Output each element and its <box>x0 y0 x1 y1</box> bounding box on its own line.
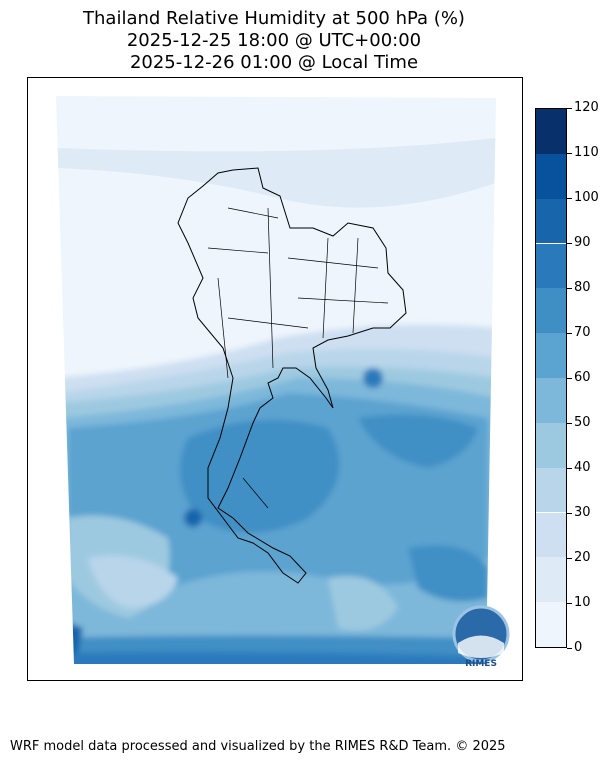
colorbar-band <box>536 243 566 289</box>
colorbar-band <box>536 602 566 647</box>
colorbar-tick-label: 50 <box>574 415 591 430</box>
colorbar-tick <box>567 197 572 199</box>
colorbar-tick-label: 10 <box>574 595 591 610</box>
colorbar-tick-label: 110 <box>574 145 599 160</box>
colorbar-tick-label: 30 <box>574 505 591 520</box>
colorbar-band <box>536 467 566 513</box>
colorbar-tick-label: 60 <box>574 370 591 385</box>
colorbar-band <box>536 557 566 603</box>
humidity-map: RIMES <box>27 77 523 681</box>
colorbar-band <box>536 422 566 468</box>
colorbar-band <box>536 512 566 558</box>
colorbar-tick <box>567 242 572 244</box>
title-line-2: 2025-12-25 18:00 @ UTC+00:00 <box>126 30 422 51</box>
colorbar-band <box>536 378 566 423</box>
colorbar-tick <box>567 467 572 469</box>
colorbar-tick <box>567 647 572 649</box>
colorbar-tick <box>567 422 572 424</box>
colorbar-tick <box>567 287 572 289</box>
footer-credit: WRF model data processed and visualized … <box>10 739 506 754</box>
colorbar-tick-label: 100 <box>574 190 599 205</box>
title-line-3: 2025-12-26 01:00 @ Local Time <box>129 52 419 73</box>
colorbar <box>535 108 567 648</box>
colorbar-tick <box>567 107 572 109</box>
colorbar-band <box>536 288 566 334</box>
colorbar-tick <box>567 152 572 154</box>
thailand-boundary <box>177 167 407 584</box>
colorbar-tick-label: 90 <box>574 235 591 250</box>
colorbar-tick <box>567 602 572 604</box>
colorbar-tick-label: 70 <box>574 325 591 340</box>
colorbar-tick <box>567 557 572 559</box>
colorbar-band <box>536 153 566 199</box>
colorbar-tick-label: 0 <box>574 640 583 655</box>
colorbar-band <box>536 333 566 378</box>
colorbar-tick <box>567 512 572 514</box>
rimes-logo: RIMES <box>452 605 510 669</box>
colorbar-band <box>536 198 566 244</box>
colorbar-tick-label: 20 <box>574 550 591 565</box>
logo-text: RIMES <box>465 659 497 669</box>
colorbar-tick <box>567 332 572 334</box>
colorbar-band <box>536 109 566 154</box>
colorbar-tick-label: 40 <box>574 460 591 475</box>
colorbar-tick <box>567 377 572 379</box>
title-line-1: Thailand Relative Humidity at 500 hPa (%… <box>83 8 465 29</box>
colorbar-tick-label: 80 <box>574 280 591 295</box>
colorbar-tick-label: 120 <box>574 100 599 115</box>
